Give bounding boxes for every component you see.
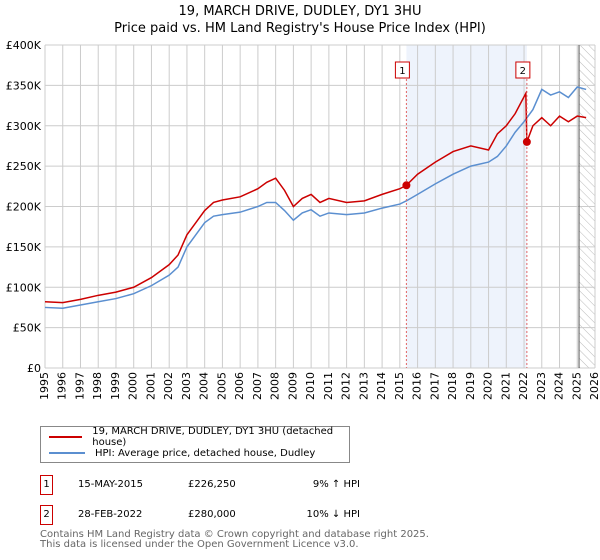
transaction-row: 2 28-FEB-2022 £280,000 10% ↓ HPI (40, 505, 440, 525)
y-tick-label: £0 (27, 362, 41, 375)
transaction-hpi: 9% ↑ HPI (312, 479, 360, 490)
sale-point (522, 137, 531, 146)
x-tick-label: 2001 (144, 372, 157, 400)
footer: Contains HM Land Registry data © Crown c… (40, 530, 429, 550)
x-tick-label: 2006 (233, 372, 246, 400)
y-tick-label: £300K (6, 120, 42, 133)
x-tick-label: 2013 (357, 372, 370, 400)
y-tick-label: £250K (6, 160, 42, 173)
legend-swatch-blue (49, 452, 85, 454)
price-chart: 1995 1996 1997 1998 1999 2000 2001 2002 2003 2004… (6, 39, 600, 400)
legend: 19, MARCH DRIVE, DUDLEY, DY1 3HU (detach… (40, 426, 350, 463)
x-tick-label: 2000 (127, 372, 140, 400)
y-tick-label: £400K (6, 39, 42, 52)
x-tick-label: 2014 (375, 372, 388, 400)
sale-point (402, 181, 411, 190)
sale-badge-label: 2 (520, 66, 526, 77)
x-tick-label: 2005 (215, 372, 228, 400)
y-tick-label: £350K (6, 79, 42, 92)
legend-item-hpi: HPI: Average price, detached house, Dudl… (49, 446, 315, 460)
marker-badge: 2 (40, 505, 53, 525)
y-tick-label: £150K (6, 241, 42, 254)
marker-badge: 1 (40, 475, 53, 495)
footer-copyright: Contains HM Land Registry data © Crown c… (40, 529, 429, 540)
x-tick-label: 2025 (570, 372, 583, 400)
legend-swatch-red (49, 436, 83, 438)
x-tick-label: 2007 (251, 372, 264, 400)
chart-subtitle: Price paid vs. HM Land Registry's House … (114, 21, 486, 36)
hpi-line (44, 86, 587, 309)
legend-item-property: 19, MARCH DRIVE, DUDLEY, DY1 3HU (detach… (49, 426, 349, 448)
transaction-price: £226,250 (188, 479, 236, 490)
x-tick-label: 2016 (411, 372, 424, 400)
x-tick-label: 2009 (286, 372, 299, 400)
x-tick-label: 2004 (198, 372, 211, 400)
legend-label: 19, MARCH DRIVE, DUDLEY, DY1 3HU (detach… (92, 426, 334, 448)
x-tick-label: 2021 (499, 372, 512, 400)
x-tick-label: 2010 (304, 372, 317, 400)
transaction-price: £280,000 (188, 509, 236, 520)
x-tick-label: 2015 (393, 372, 406, 400)
y-tick-label: £200K (6, 201, 42, 214)
sale-badge-label: 1 (399, 66, 405, 77)
x-tick-label: 2003 (180, 372, 193, 400)
transaction-hpi: 10% ↓ HPI (306, 509, 360, 520)
x-tick-label: 1995 (38, 372, 51, 400)
x-tick-label: 2022 (517, 372, 530, 400)
sale-badge (394, 61, 410, 79)
x-tick-label: 2020 (482, 372, 495, 400)
transaction-date: 28-FEB-2022 (78, 509, 143, 520)
x-tick-label: 2002 (162, 372, 175, 400)
x-tick-label: 2018 (446, 372, 459, 400)
x-tick-label: 2019 (464, 372, 477, 400)
x-tick-label: 1996 (56, 372, 69, 400)
x-tick-label: 2008 (269, 372, 282, 400)
sale-badge (515, 61, 531, 79)
y-tick-label: £100K (6, 281, 42, 294)
property-price-line (44, 90, 587, 304)
transaction-date: 15-MAY-2015 (78, 479, 144, 490)
x-tick-label: 2026 (588, 372, 600, 400)
x-tick-label: 1999 (109, 372, 122, 400)
y-tick-label: £50K (13, 322, 42, 335)
footer-licence: This data is licensed under the Open Gov… (40, 539, 359, 550)
x-tick-label: 1997 (73, 372, 86, 400)
x-tick-label: 2011 (322, 372, 335, 400)
x-tick-label: 2012 (340, 372, 353, 400)
x-tick-label: 2017 (428, 372, 441, 400)
x-tick-label: 2023 (535, 372, 548, 400)
transaction-row: 1 15-MAY-2015 £226,250 9% ↑ HPI (40, 475, 440, 495)
x-tick-label: 1998 (91, 372, 104, 400)
legend-label: HPI: Average price, detached house, Dudl… (95, 447, 316, 459)
x-tick-label: 2024 (553, 372, 566, 400)
chart-title: 19, MARCH DRIVE, DUDLEY, DY1 3HU (178, 4, 422, 19)
